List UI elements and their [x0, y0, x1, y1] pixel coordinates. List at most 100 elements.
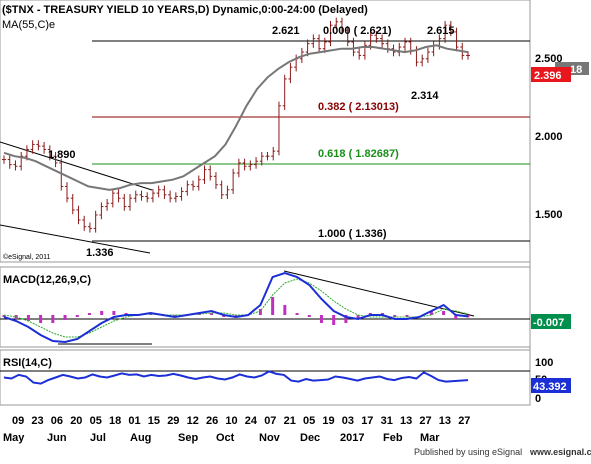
price-bar [191, 180, 196, 191]
price-bar [248, 160, 253, 171]
x-tick-day: 26 [206, 415, 218, 427]
x-tick-day: 18 [109, 415, 121, 427]
price-tag-bg [531, 67, 571, 82]
rsi-pane [0, 349, 531, 406]
price-bar [448, 20, 453, 37]
x-axis-months: May Jun Jul Aug Sep Oct Nov Dec 2017 Feb Mar [3, 432, 440, 444]
price-bar [93, 210, 98, 233]
ma-label: MA(55,C)e [2, 19, 55, 31]
price-bar [168, 190, 173, 203]
price-bar [225, 185, 230, 200]
price-bar [87, 222, 92, 233]
price-bar [116, 188, 121, 203]
x-tick-day: 19 [322, 415, 334, 427]
price-bar [7, 155, 12, 169]
price-bar [76, 205, 81, 225]
price-bar [259, 151, 264, 166]
rsi-tag: 43.392 [533, 381, 567, 393]
x-tick-month: 2017 [340, 432, 364, 444]
price-bar [19, 151, 24, 171]
price-bar [110, 188, 115, 208]
price-bar [334, 17, 339, 30]
annotation-2314: 2.314 [411, 90, 439, 102]
price-bar [162, 185, 167, 200]
esignal-small: ©eSignal, 2011 [3, 253, 51, 261]
ma55-line [3, 44, 469, 191]
x-tick-day: 05 [90, 415, 102, 427]
x-tick-day: 17 [361, 415, 373, 427]
price-tick-2000: 2.000 [535, 131, 563, 143]
x-tick-day: 06 [51, 415, 63, 427]
rsi-tick-0: 0 [535, 393, 541, 405]
price-bar [2, 155, 6, 164]
price-bar [122, 193, 127, 211]
price-bar [53, 151, 58, 168]
price-bar [282, 74, 287, 111]
x-tick-month: Nov [259, 432, 281, 444]
annotation-1890: 1.890 [48, 149, 76, 161]
price-bar [202, 165, 207, 184]
x-tick-day: 27 [419, 415, 431, 427]
x-tick-day: 10 [225, 415, 237, 427]
x-tick-month: Oct [216, 432, 235, 444]
price-bar [150, 188, 155, 203]
price-bar [156, 185, 161, 198]
fib-label-100: 1.000 ( 1.336) [318, 228, 387, 240]
x-tick-day: 23 [31, 415, 43, 427]
x-tick-month: Mar [420, 432, 440, 444]
x-tick-day: 01 [128, 415, 140, 427]
macd-tag: -0.007 [533, 317, 564, 329]
x-tick-day: 09 [12, 415, 24, 427]
rsi-tag-bg [531, 378, 571, 393]
price-bar [351, 37, 356, 57]
x-tick-day: 07 [264, 415, 276, 427]
price-bar [196, 175, 201, 191]
price-bar [271, 146, 276, 161]
price-bar [425, 47, 430, 63]
price-bar [443, 20, 448, 43]
price-bar [357, 47, 362, 60]
price-bar [65, 182, 70, 203]
price-bar [185, 180, 190, 196]
price-bar [362, 41, 367, 60]
price-bar [288, 62, 293, 84]
rsi-tick-100: 100 [535, 357, 553, 369]
x-tick-month: Sep [178, 432, 198, 444]
macd-tag-bg [531, 314, 571, 329]
x-tick-day: 20 [70, 415, 82, 427]
price-bar [30, 140, 35, 154]
price-bar [345, 26, 350, 47]
price-bar [374, 31, 379, 43]
footer-brand: www.esignal.com [529, 447, 591, 457]
price-bar [231, 168, 236, 194]
price-bar [42, 141, 47, 154]
annotation-2615: 2.615 [427, 25, 455, 37]
price-bar [242, 158, 247, 171]
price-bar [208, 165, 213, 181]
price-bar [13, 160, 18, 171]
macd-trendline [283, 270, 475, 317]
price-pane [0, 0, 531, 263]
price-bar [36, 140, 41, 151]
price-bar [311, 34, 316, 48]
fib-label-0: 0.000 ( 2.621) [323, 25, 392, 37]
price-bar [179, 187, 184, 201]
price-bar [466, 51, 470, 60]
chart-title: ($TNX - TREASURY YIELD 10 YEARS,D) Dynam… [2, 4, 368, 16]
x-tick-day: 12 [187, 415, 199, 427]
x-tick-day: 27 [458, 415, 470, 427]
price-bar [133, 190, 138, 203]
x-tick-month: Feb [383, 432, 403, 444]
price-bar [328, 20, 333, 47]
x-tick-day: 21 [284, 415, 296, 427]
x-tick-day: 05 [303, 415, 315, 427]
x-tick-month: Jun [47, 432, 67, 444]
footer-text: Published by using eSignal [414, 447, 522, 457]
annotation-2621: 2.621 [272, 25, 300, 37]
price-tick-1500: 1.500 [535, 209, 563, 221]
fib-label-618: 0.618 ( 1.82687) [318, 148, 399, 160]
price-bar [236, 158, 241, 178]
x-tick-month: Aug [130, 432, 151, 444]
price-bar [254, 157, 259, 169]
